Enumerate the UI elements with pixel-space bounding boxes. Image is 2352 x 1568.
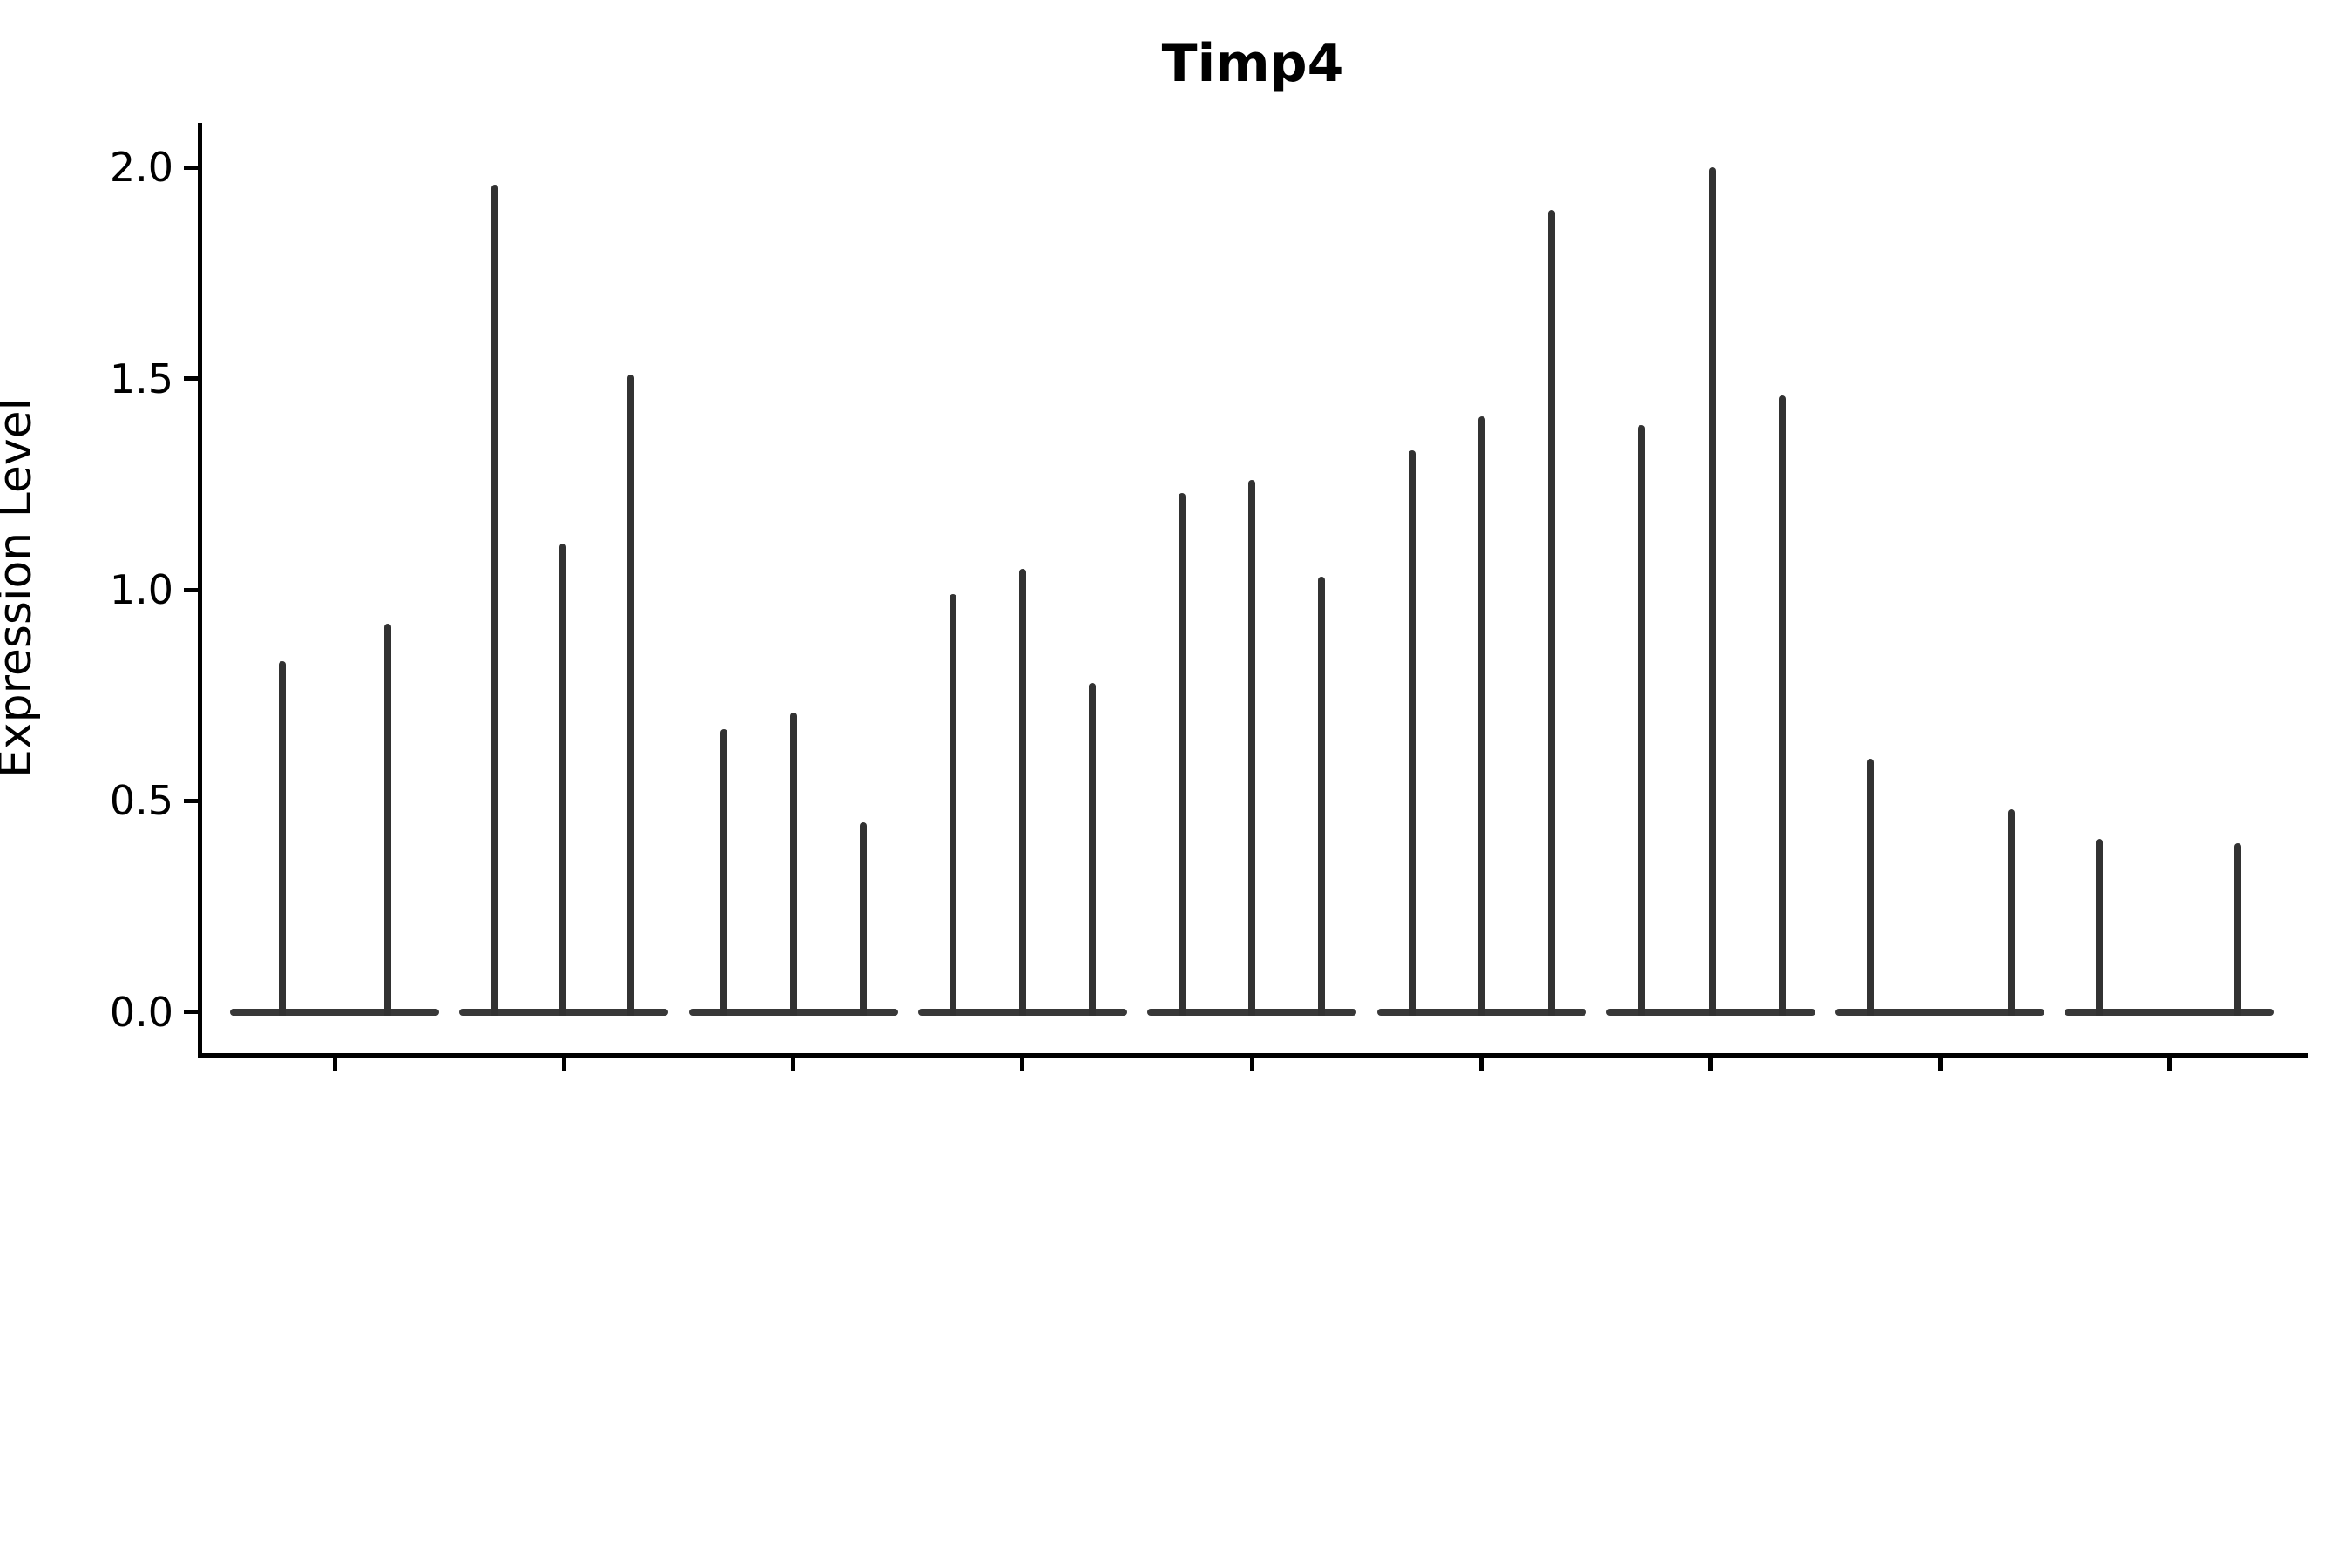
y-tick-mark xyxy=(184,1010,198,1015)
violin-spike xyxy=(279,661,286,1016)
y-tick-label: 1.0 xyxy=(109,566,173,613)
y-tick-mark xyxy=(184,587,198,592)
x-tick-mark xyxy=(1249,1058,1254,1071)
violin-baseline xyxy=(2065,1008,2274,1016)
violin-spike xyxy=(1867,758,1875,1016)
violin-spike xyxy=(559,543,567,1016)
violin-spike xyxy=(2096,838,2104,1016)
chart-title: Timp4 xyxy=(1161,33,1344,94)
violin-spike xyxy=(2008,809,2016,1016)
x-tick-mark xyxy=(332,1058,337,1071)
violin-spike xyxy=(1408,450,1416,1016)
y-tick-label: 1.5 xyxy=(109,355,173,402)
y-tick-label: 0.5 xyxy=(109,777,173,825)
violin-spike xyxy=(491,184,499,1016)
violin-baseline xyxy=(230,1008,439,1016)
violin-spike xyxy=(1018,568,1026,1016)
violin-spike xyxy=(1477,416,1485,1016)
x-tick-mark xyxy=(1479,1058,1484,1071)
violin-spike xyxy=(1088,682,1096,1016)
violin-spike xyxy=(384,623,391,1016)
y-axis-spine xyxy=(198,123,202,1058)
y-tick-mark xyxy=(184,165,198,170)
x-tick-mark xyxy=(561,1058,566,1071)
x-axis-spine xyxy=(198,1053,2308,1058)
y-tick-label: 0.0 xyxy=(109,988,173,1036)
violin-spike xyxy=(1778,395,1786,1016)
violin-spike xyxy=(859,821,867,1016)
x-tick-mark xyxy=(791,1058,796,1071)
violin-baseline xyxy=(1835,1008,2045,1016)
violin-spike xyxy=(1637,424,1645,1016)
y-axis-label: Expression Level xyxy=(0,397,42,779)
y-tick-mark xyxy=(184,376,198,382)
violin-spike xyxy=(1318,577,1326,1016)
x-tick-mark xyxy=(1937,1058,1943,1071)
violin-spike xyxy=(1547,209,1555,1016)
y-tick-mark xyxy=(184,798,198,803)
y-tick-label: 2.0 xyxy=(109,144,173,192)
violin-spike xyxy=(789,712,797,1016)
violin-spike xyxy=(720,728,727,1016)
violin-spike xyxy=(1248,479,1256,1016)
x-tick-mark xyxy=(1020,1058,1025,1071)
violin-spike xyxy=(2234,842,2242,1016)
violin-spike xyxy=(1708,167,1716,1016)
x-tick-mark xyxy=(2166,1058,2172,1071)
violin-spike xyxy=(949,593,956,1016)
violin-spike xyxy=(627,374,635,1016)
violin-spike xyxy=(1179,492,1186,1016)
x-tick-mark xyxy=(1708,1058,1713,1071)
